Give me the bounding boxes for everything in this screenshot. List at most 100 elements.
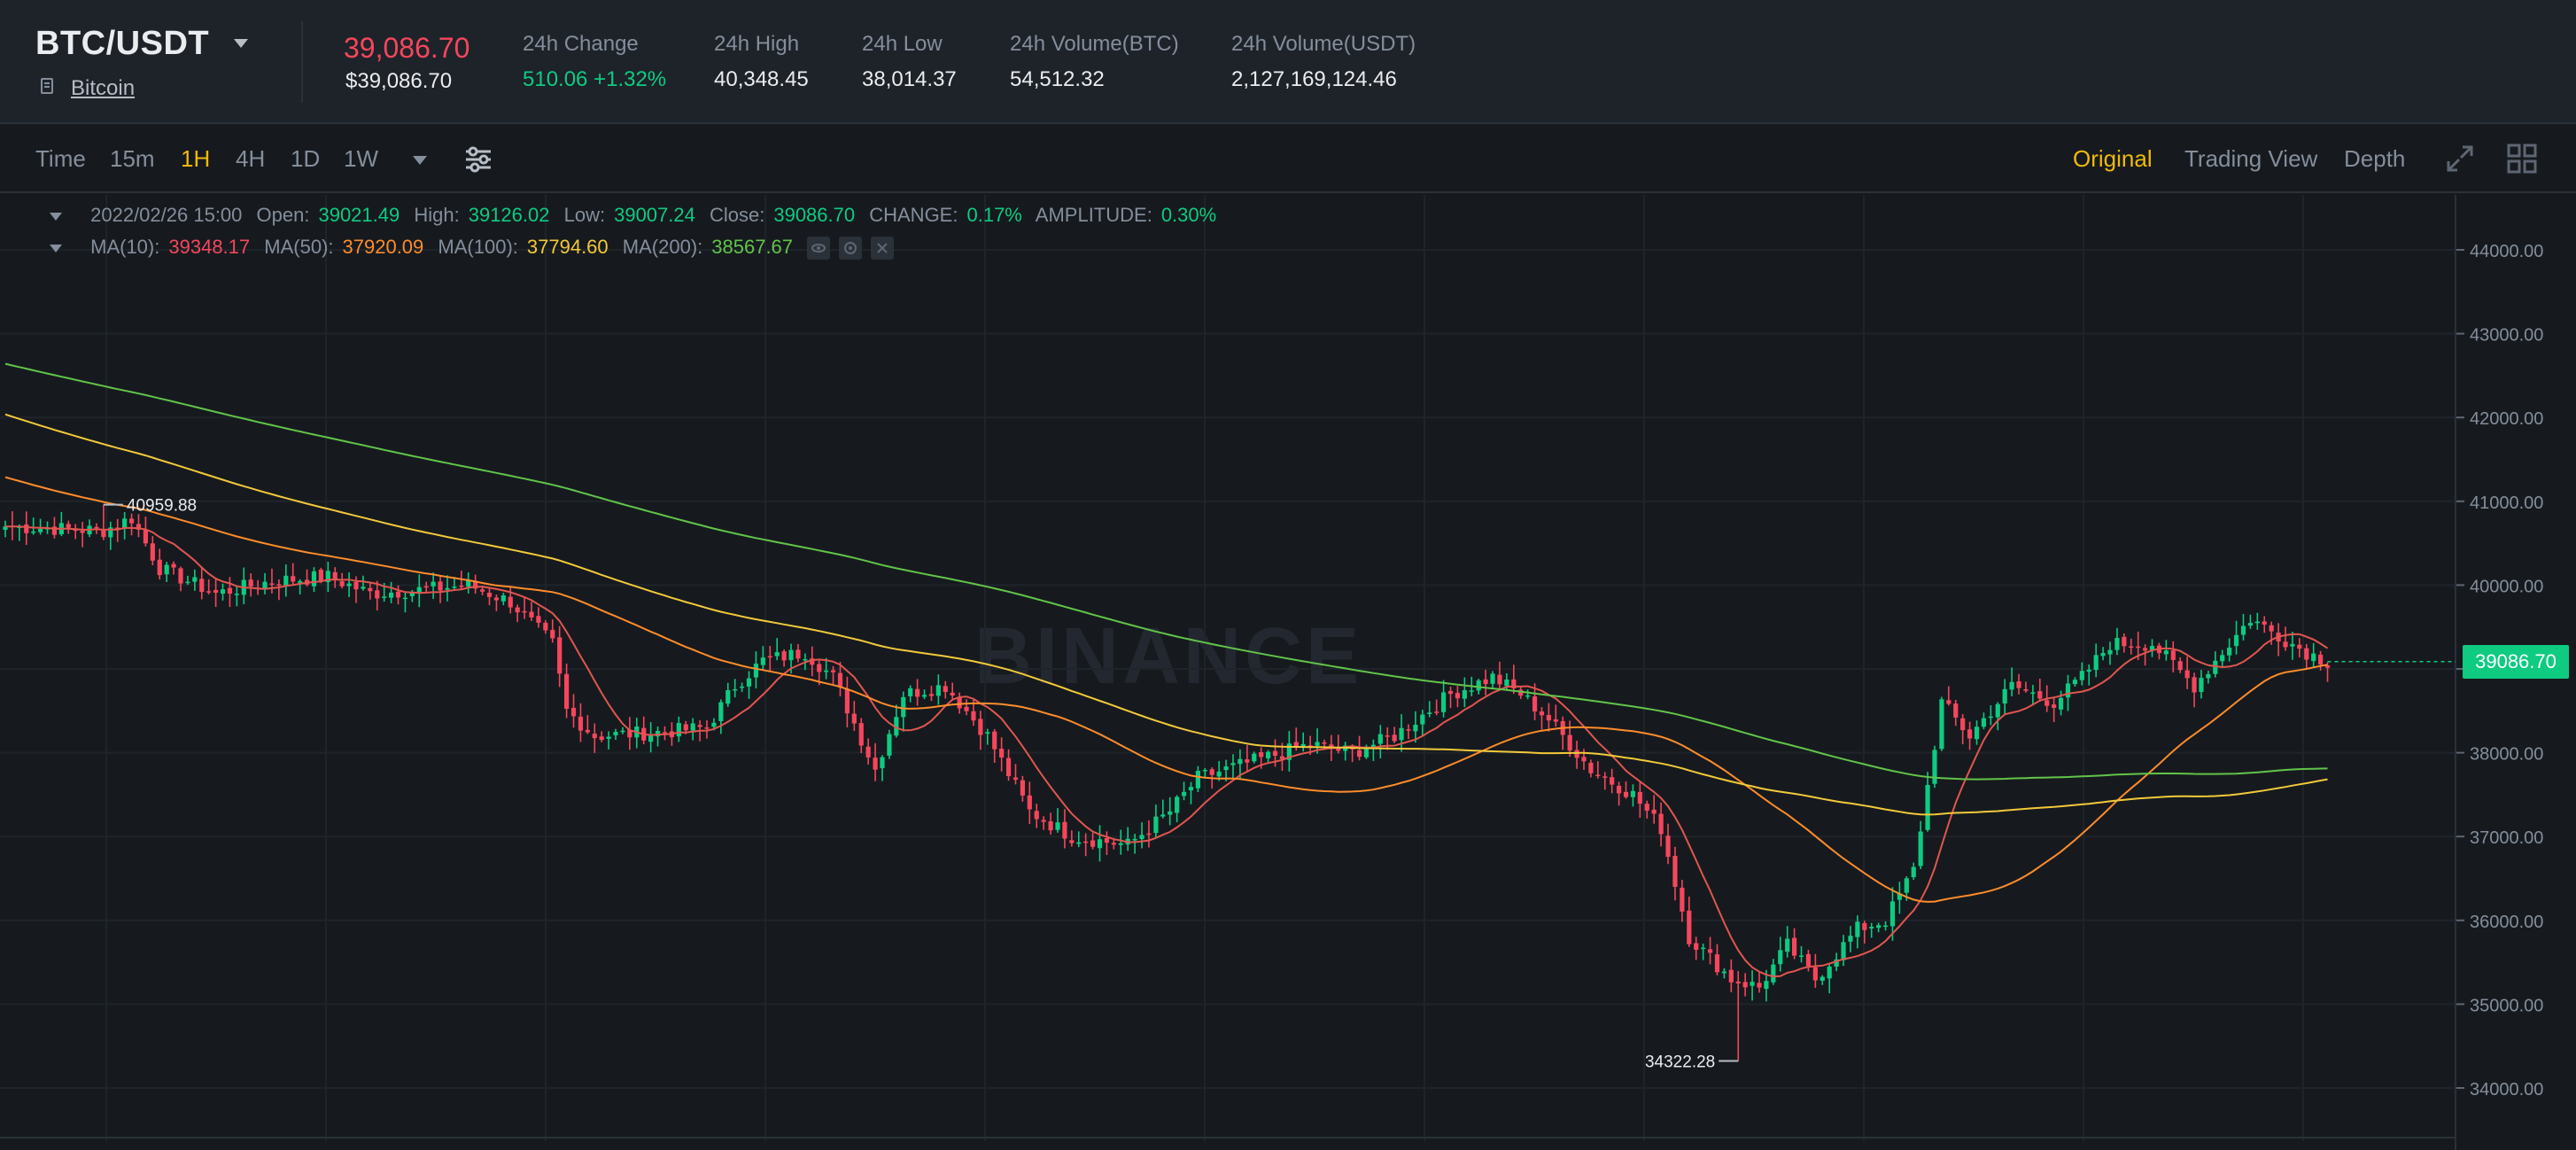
stat-volume-usdt-value: 2,127,169,124.46 [1231,67,1397,91]
coin-info-link[interactable]: Bitcoin [71,76,136,100]
candle-body [164,564,169,575]
legend-ma200-label: MA(200): [622,236,703,258]
candle-body [803,658,808,661]
timeframe-4h[interactable]: 4H [236,145,266,172]
y-tick-label: 40000.00 [2470,577,2543,596]
collapse-ma-chevron-icon[interactable] [50,245,62,253]
candle-body [2199,678,2204,692]
candle-body [767,656,772,658]
timeframe-1w[interactable]: 1W [344,145,378,172]
candle-body [171,563,176,568]
candle-body [599,736,604,741]
candle-body [529,611,534,618]
candle-body [1307,745,1313,747]
view-trading-view[interactable]: Trading View [2184,145,2318,172]
candle-body [2318,654,2324,665]
candle-body [1272,750,1278,756]
candle-body [1757,983,1762,988]
candle-body [592,734,597,739]
candle-body [1293,742,1299,748]
collapse-ohlc-chevron-icon[interactable] [50,213,62,221]
candle-body [718,702,724,721]
current-price-tag: 39086.70 [2463,644,2569,679]
candle-body [1637,791,1642,804]
candle-body [283,575,289,587]
candle-body [2177,661,2183,671]
legend-ma50: 37920.09 [342,236,424,258]
candle-body [1188,787,1194,791]
legend-high-label: High: [414,204,460,226]
view-depth[interactable]: Depth [2344,145,2406,172]
candle-body [851,713,857,724]
candle-body [1792,937,1797,956]
candle-body [2262,621,2267,625]
fullscreen-icon[interactable] [2443,142,2477,175]
legend-ma10-label: MA(10): [90,236,160,258]
candle-body [894,717,899,736]
candle-body [2143,648,2148,651]
pair-selector[interactable] [223,27,259,62]
candle-body [1385,735,1390,737]
candle-body [2192,677,2197,693]
candle-body [136,524,142,530]
candle-body [1574,750,1579,758]
timeframe-time[interactable]: Time [35,145,86,172]
legend-close: 39086.70 [773,204,856,226]
legend-low-label: Low: [563,204,606,226]
candle-body [2002,688,2007,704]
candle-body [1855,921,1860,937]
timeframe-1h[interactable]: 1H [181,145,211,172]
candle-body [992,731,997,750]
candle-body [606,736,611,739]
candle-body [704,727,710,729]
chart-canvas[interactable]: 44000.00 43000.00 42000.00 41000.00 40000.00… [0,195,2576,1150]
candle-body [1238,758,1243,765]
candle-body [452,587,457,588]
candle-body [2254,621,2260,624]
y-tick-label: 38000.00 [2470,745,2543,765]
indicator-settings-icon[interactable] [462,144,494,175]
candle-body [943,686,948,692]
candle-body [1490,673,1495,684]
candle-body [620,730,625,733]
candle-body [1223,766,1229,771]
candle-body [1279,756,1285,759]
candle-body [1588,762,1594,773]
more-timeframes-chevron-icon[interactable] [413,156,427,165]
layout-grid-icon[interactable] [2505,142,2539,175]
timeframe-15m[interactable]: 15m [110,145,155,172]
candle-body [94,526,99,529]
candle-body [1974,727,1980,740]
candle-body [368,587,373,592]
candle-body [1447,690,1454,695]
remove-indicator-close-icon[interactable] [871,237,895,260]
candle-body [1097,839,1103,849]
candle-body [1939,699,1944,750]
view-original[interactable]: Original [2073,145,2153,172]
candle-body [1680,887,1685,912]
candle-body [760,657,765,665]
candle-body [438,581,443,591]
candle-body [1245,759,1250,763]
candle-body [1168,811,1173,815]
candle-body [1146,833,1152,835]
candle-body [1581,757,1587,762]
candle-body [817,664,822,672]
candle-body [325,571,330,583]
candle-body [1202,770,1207,772]
legend-ma50-label: MA(50): [264,236,334,258]
indicator-settings-gear-icon[interactable] [839,237,863,260]
candle-body [1455,693,1461,699]
candlestick-chart[interactable]: BINANCE 44000.00 43000.00 42000.00 41000.00… [0,195,2576,1150]
candle-body [733,688,738,691]
candle-body [1694,943,1699,950]
candle-body [1644,804,1649,811]
legend-low: 39007.24 [614,204,695,226]
y-tick-label: 36000.00 [2470,913,2543,932]
candle-body [1834,959,1839,967]
candle-body [1750,982,1755,986]
hide-indicator-eye-icon[interactable] [807,237,831,260]
timeframe-1d[interactable]: 1D [291,145,321,172]
candle-body [2058,697,2064,710]
candle-body [51,526,58,535]
